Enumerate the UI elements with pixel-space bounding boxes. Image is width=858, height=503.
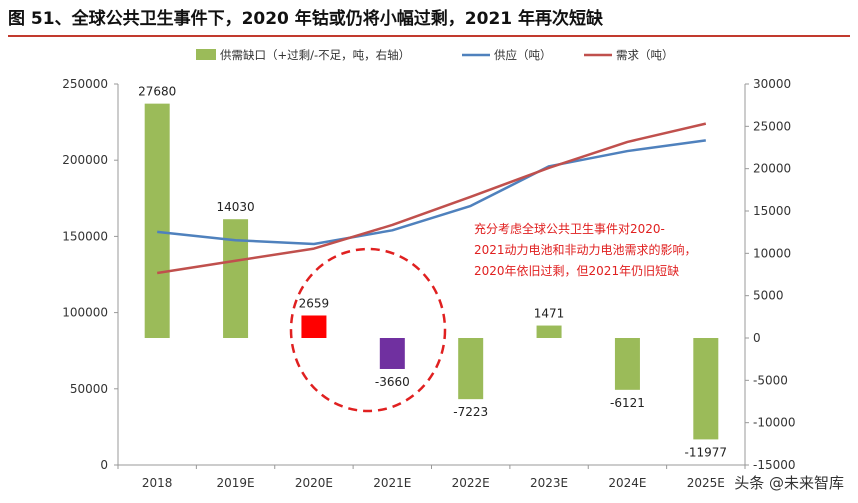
right-tick-label: -10000: [753, 416, 796, 430]
gap-bar: [693, 338, 719, 440]
annotation-line: 2021动力电池和非动力电池需求的影响，: [474, 242, 697, 257]
gap-bar: [614, 338, 640, 390]
bar-value-label: 27680: [138, 85, 176, 99]
right-tick-label: 5000: [753, 289, 784, 303]
x-tick-label: 2020E: [295, 476, 333, 490]
x-tick-label: 2022E: [452, 476, 490, 490]
gap-bar: [301, 315, 327, 338]
bar-labels: 27680 14030 2659 -3660 -7223 1471 -6121 -11977: [138, 85, 727, 460]
legend: 供需缺口（+过剩/-不足，吨，右轴） 供应（吨） 需求（吨）: [196, 48, 674, 62]
right-tick-label: 0: [753, 331, 761, 345]
x-tick-label: 2023E: [530, 476, 568, 490]
gap-bars: [144, 103, 719, 440]
title-underline: [8, 35, 850, 37]
x-axis: 2018 2019E 2020E 2021E 2022E 2023E 2024E 2025E: [117, 464, 746, 490]
bar-value-label: -6121: [610, 396, 645, 410]
annotation-line: 充分考虑全球公共卫生事件对2020-: [474, 221, 665, 236]
supply-line: [157, 139, 706, 246]
x-tick-label: 2021E: [373, 476, 411, 490]
lines: [156, 122, 707, 275]
left-tick-label: 200000: [62, 153, 108, 167]
annotation-group: 充分考虑全球公共卫生事件对2020- 2021动力电池和非动力电池需求的影响， 20…: [289, 221, 697, 413]
right-tick-label: -15000: [753, 458, 796, 472]
bar-value-label: -11977: [685, 445, 728, 459]
x-tick-label: 2024E: [608, 476, 646, 490]
right-tick-label: 10000: [753, 246, 791, 260]
highlight-circle: [289, 247, 447, 413]
gap-bar: [379, 338, 405, 369]
right-tick-label: 30000: [753, 77, 791, 91]
bar-value-label: 1471: [534, 307, 565, 321]
bar-value-label: -3660: [375, 375, 410, 389]
bar-value-label: 2659: [299, 296, 330, 310]
right-tick-label: 20000: [753, 162, 791, 176]
legend-gap-swatch: [196, 49, 216, 60]
left-axis: 0 50000 100000 150000 200000 250000: [62, 77, 119, 472]
x-tick-label: 2019E: [217, 476, 255, 490]
left-tick-label: 50000: [70, 382, 108, 396]
gap-bar: [458, 338, 484, 400]
gap-bar: [536, 325, 562, 338]
gap-bar: [144, 103, 170, 338]
x-tick-label: 2025E: [687, 476, 725, 490]
x-tick-label: 2018: [142, 476, 173, 490]
chart-title: 图 51、全球公共卫生事件下，2020 年钴或仍将小幅过剩，2021 年再次短缺: [8, 9, 604, 29]
bar-value-label: 14030: [216, 200, 254, 214]
legend-supply-label: 供应（吨）: [494, 48, 552, 62]
watermark: 头条 @未来智库: [734, 474, 844, 492]
right-tick-label: -5000: [753, 373, 788, 387]
gap-bar: [223, 219, 249, 338]
demand-line: [156, 122, 707, 275]
left-tick-label: 0: [100, 458, 108, 472]
right-tick-label: 15000: [753, 204, 791, 218]
bar-value-label: -7223: [453, 405, 488, 419]
right-axis: -15000 -10000 -5000 0 5000 10000 15000 20000 250…: [744, 77, 796, 472]
annotation-line: 2020年依旧过剩，但2021年仍旧短缺: [474, 263, 679, 278]
left-tick-label: 150000: [62, 229, 108, 243]
left-tick-label: 100000: [62, 306, 108, 320]
right-tick-label: 25000: [753, 119, 791, 133]
legend-demand-label: 需求（吨）: [616, 48, 674, 62]
left-tick-label: 250000: [62, 77, 108, 91]
legend-gap-label: 供需缺口（+过剩/-不足，吨，右轴）: [220, 48, 410, 62]
